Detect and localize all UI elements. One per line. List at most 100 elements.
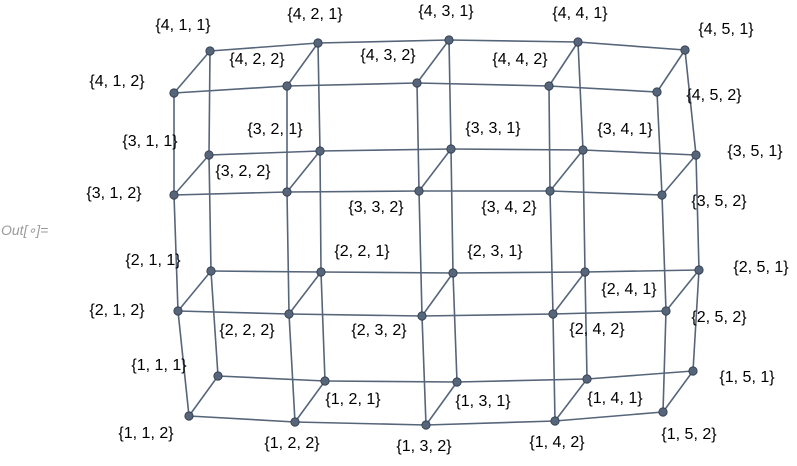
vertex-label-242: {2, 4, 2} <box>569 321 625 338</box>
edge-121-131 <box>324 380 458 383</box>
edge-321-331 <box>319 148 452 152</box>
vertex-label-351: {3, 5, 1} <box>727 143 783 160</box>
edge-232-242 <box>421 313 554 317</box>
edge-341-351 <box>582 149 697 156</box>
edge-111-112 <box>188 375 219 417</box>
edge-151-152 <box>662 370 694 413</box>
edge-122-222 <box>288 313 296 423</box>
vertex-label-122: {1, 2, 2} <box>264 435 320 452</box>
edge-232-332 <box>418 190 423 317</box>
vertex-352 <box>657 190 667 200</box>
vertex-label-222: {2, 2, 2} <box>219 322 275 339</box>
edge-311-411 <box>208 50 211 156</box>
vertex-label-451: {4, 5, 1} <box>698 21 754 38</box>
edge-231-232 <box>421 272 454 317</box>
vertex-431 <box>444 35 454 45</box>
vertex-142 <box>550 416 560 426</box>
vertex-242 <box>548 309 558 319</box>
graph-vertex-labels: {1, 1, 1} {1, 1, 2} {1, 2, 1} {1, 2, 2} {1, … <box>86 3 789 455</box>
edge-221-222 <box>288 271 322 315</box>
edge-121-122 <box>294 380 326 423</box>
vertex-label-152: {1, 5, 2} <box>661 426 717 443</box>
edge-141-241 <box>584 271 588 380</box>
vertex-152 <box>658 407 668 417</box>
edge-441-442 <box>548 41 579 87</box>
edge-212-222 <box>177 310 290 315</box>
vertex-332 <box>414 186 424 196</box>
edge-211-212 <box>177 270 212 312</box>
edge-231-331 <box>450 148 454 274</box>
vertex-422 <box>282 81 292 91</box>
vertex-312 <box>169 190 179 200</box>
edge-312-322 <box>173 191 288 196</box>
edge-421-431 <box>317 39 450 44</box>
vertex-label-112: {1, 1, 2} <box>118 425 174 442</box>
vertex-151 <box>688 366 698 376</box>
graph-edges <box>173 39 700 426</box>
vertex-label-352: {3, 5, 2} <box>691 193 747 210</box>
edge-152-252 <box>662 310 667 413</box>
edge-311-312 <box>173 154 210 196</box>
vertex-211 <box>206 266 216 276</box>
vertex-131 <box>452 377 462 387</box>
vertex-251 <box>694 265 704 275</box>
edge-222-322 <box>286 191 290 315</box>
edge-132-142 <box>425 420 556 426</box>
edge-331-431 <box>448 39 452 150</box>
edge-411-412 <box>173 50 211 94</box>
vertex-232 <box>417 311 427 321</box>
vertex-label-311: {3, 1, 1} <box>122 133 178 150</box>
edge-442-452 <box>548 85 658 93</box>
edge-331-332 <box>418 148 452 192</box>
vertex-label-422: {4, 2, 2} <box>229 51 285 68</box>
vertex-111 <box>213 371 223 381</box>
edge-131-132 <box>425 381 458 426</box>
vertex-212 <box>173 306 183 316</box>
vertex-341 <box>578 145 588 155</box>
vertex-411 <box>205 46 215 56</box>
vertex-442 <box>544 81 554 91</box>
vertex-label-121: {1, 2, 1} <box>325 391 381 408</box>
edge-331-341 <box>450 148 584 151</box>
edge-131-231 <box>452 272 458 383</box>
edge-321-322 <box>286 150 321 193</box>
output-prompt-label: Out[∘]= <box>1 222 49 238</box>
vertex-331 <box>446 144 456 154</box>
edge-251-252 <box>665 269 700 312</box>
vertex-label-412: {4, 1, 2} <box>89 73 145 90</box>
edge-241-341 <box>582 149 586 273</box>
edge-231-241 <box>452 271 586 274</box>
vertex-label-342: {3, 4, 2} <box>481 199 537 216</box>
edge-142-242 <box>552 313 556 422</box>
vertex-label-431: {4, 3, 1} <box>418 3 474 20</box>
edge-252-352 <box>661 194 667 312</box>
edge-221-321 <box>319 150 322 273</box>
vertex-label-341: {3, 4, 1} <box>597 121 653 138</box>
edge-132-232 <box>421 315 427 426</box>
vertex-252 <box>661 306 671 316</box>
vertex-452 <box>652 87 662 97</box>
edge-222-232 <box>288 313 423 317</box>
vertex-121 <box>320 376 330 386</box>
edge-211-311 <box>208 154 212 272</box>
vertex-label-312: {3, 1, 2} <box>86 185 142 202</box>
vertex-241 <box>580 267 590 277</box>
vertex-label-441: {4, 4, 1} <box>552 5 608 22</box>
vertex-label-131: {1, 3, 1} <box>455 393 511 410</box>
edge-242-252 <box>552 310 667 315</box>
vertex-412 <box>169 88 179 98</box>
vertex-label-141: {1, 4, 1} <box>587 390 643 407</box>
edge-241-251 <box>584 269 700 273</box>
vertex-label-432: {4, 3, 2} <box>360 47 416 64</box>
edge-151-251 <box>692 269 700 372</box>
vertex-label-241: {2, 4, 1} <box>601 281 657 298</box>
edge-142-152 <box>554 411 664 422</box>
vertex-label-331: {3, 3, 1} <box>465 120 521 137</box>
edge-441-451 <box>577 41 686 51</box>
edge-412-422 <box>173 85 288 94</box>
edge-141-142 <box>554 378 588 422</box>
edge-251-351 <box>695 154 700 271</box>
vertex-label-231: {2, 3, 1} <box>467 243 523 260</box>
vertex-label-142: {1, 4, 2} <box>529 434 585 451</box>
